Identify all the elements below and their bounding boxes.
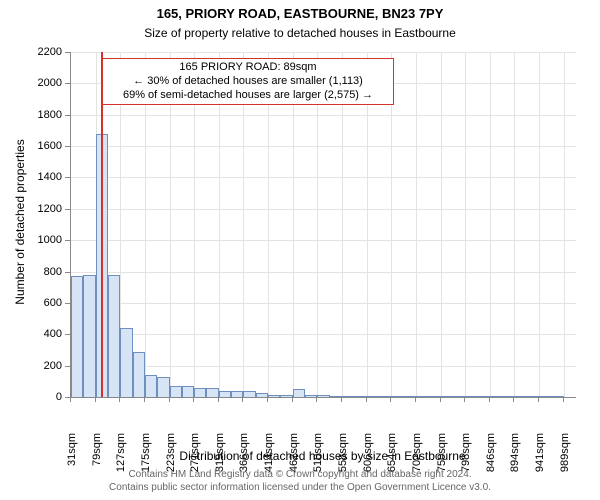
histogram-bar [157,377,169,397]
histogram-bar [268,395,280,397]
histogram-bar [194,388,206,397]
ytick-mark [65,334,70,335]
ytick-label: 1000 [0,234,62,246]
xtick-mark [95,397,96,402]
gridline-horizontal [71,177,576,178]
ytick-mark [65,146,70,147]
histogram-bar [71,276,83,397]
ytick-label: 600 [0,297,62,309]
xtick-mark [390,397,391,402]
ytick-label: 2200 [0,46,62,58]
histogram-bar [367,396,379,397]
ytick-mark [65,83,70,84]
ytick-label: 200 [0,360,62,372]
histogram-bar [342,396,354,397]
histogram-bar [317,395,329,397]
gridline-vertical [490,52,491,397]
histogram-bar [539,396,551,397]
histogram-bar [120,328,132,397]
gridline-horizontal [71,272,576,273]
xtick-mark [316,397,317,402]
histogram-bar [514,396,526,397]
gridline-horizontal [71,334,576,335]
footer-line2: Contains public sector information licen… [0,482,600,495]
x-axis-label: Distribution of detached houses by size … [70,449,575,463]
footer-attribution: Contains HM Land Registry data © Crown c… [0,469,600,494]
page-subtitle: Size of property relative to detached ho… [0,26,600,40]
xtick-mark [119,397,120,402]
xtick-mark [415,397,416,402]
ytick-mark [65,177,70,178]
histogram-bar [490,396,502,397]
gridline-horizontal [71,303,576,304]
xtick-mark [513,397,514,402]
histogram-bar [182,386,194,397]
ytick-label: 400 [0,328,62,340]
xtick-mark [341,397,342,402]
xtick-mark [440,397,441,402]
xtick-mark [242,397,243,402]
y-axis-label: Number of detached properties [13,132,27,312]
xtick-mark [218,397,219,402]
histogram-bar [83,275,95,397]
ytick-label: 800 [0,266,62,278]
histogram-bar [465,396,477,397]
ytick-label: 1200 [0,203,62,215]
histogram-bar [219,391,231,397]
page-title: 165, PRIORY ROAD, EASTBOURNE, BN23 7PY [0,6,600,21]
annotation-line3: 69% of semi-detached houses are larger (… [109,89,387,103]
histogram-bar [416,396,428,397]
xtick-mark [292,397,293,402]
ytick-label: 1600 [0,140,62,152]
histogram-bar [206,388,218,397]
histogram-bar [145,375,157,397]
histogram-bar [108,275,120,397]
histogram-bar [391,396,403,397]
xtick-mark [169,397,170,402]
xtick-mark [538,397,539,402]
histogram-bar [441,396,453,397]
ytick-label: 1400 [0,171,62,183]
annotation-line1: 165 PRIORY ROAD: 89sqm [109,61,387,75]
gridline-horizontal [71,146,576,147]
annotation-line2: ← 30% of detached houses are smaller (1,… [109,75,387,89]
xtick-mark [464,397,465,402]
ytick-label: 1800 [0,109,62,121]
gridline-horizontal [71,52,576,53]
ytick-mark [65,240,70,241]
xtick-mark [563,397,564,402]
histogram-bar [170,386,182,397]
gridline-vertical [465,52,466,397]
ytick-mark [65,115,70,116]
ytick-mark [65,303,70,304]
gridline-vertical [441,52,442,397]
gridline-horizontal [71,115,576,116]
gridline-horizontal [71,209,576,210]
ytick-mark [65,272,70,273]
xtick-mark [366,397,367,402]
histogram-bar [243,391,255,397]
xtick-mark [193,397,194,402]
histogram-bar [133,352,145,397]
ytick-mark [65,52,70,53]
histogram-bar [293,389,305,397]
ytick-mark [65,366,70,367]
gridline-vertical [539,52,540,397]
xtick-mark [267,397,268,402]
gridline-vertical [514,52,515,397]
gridline-vertical [416,52,417,397]
gridline-horizontal [71,366,576,367]
xtick-mark [489,397,490,402]
gridline-vertical [564,52,565,397]
ytick-label: 2000 [0,77,62,89]
annotation-box: 165 PRIORY ROAD: 89sqm← 30% of detached … [102,58,394,105]
ytick-mark [65,209,70,210]
footer-line1: Contains HM Land Registry data © Crown c… [0,469,600,482]
xtick-mark [144,397,145,402]
gridline-horizontal [71,240,576,241]
ytick-label: 0 [0,391,62,403]
xtick-mark [70,397,71,402]
